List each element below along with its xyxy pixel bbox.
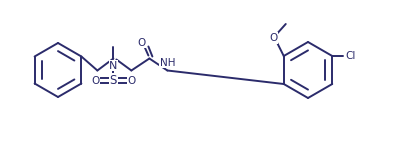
Text: Cl: Cl <box>345 51 356 61</box>
Text: N: N <box>109 60 118 70</box>
Text: O: O <box>127 76 135 85</box>
Text: NH: NH <box>160 58 175 67</box>
Text: S: S <box>110 74 117 87</box>
Text: O: O <box>91 76 100 85</box>
Text: O: O <box>137 37 145 48</box>
Text: O: O <box>270 33 278 43</box>
